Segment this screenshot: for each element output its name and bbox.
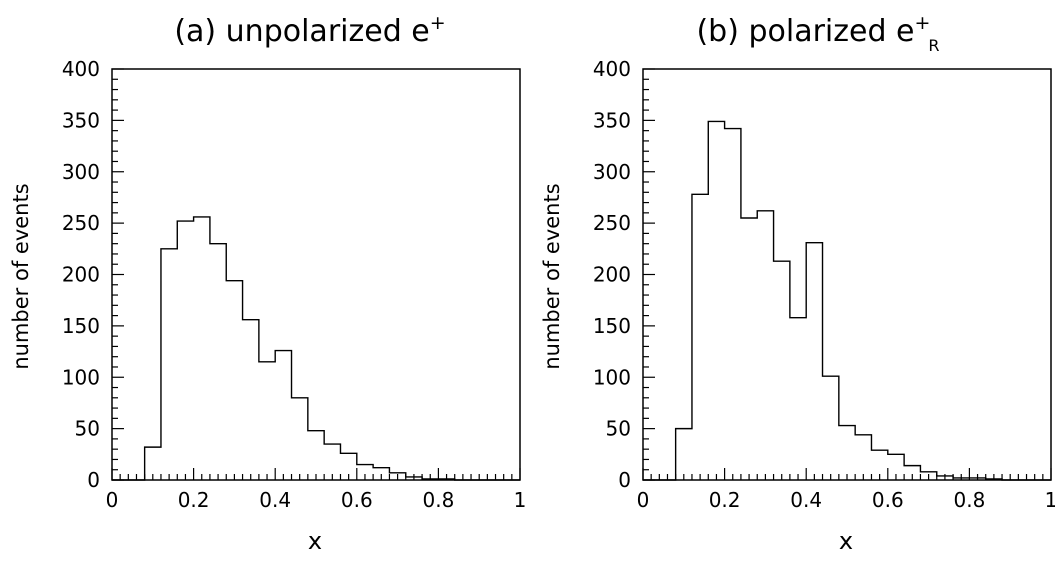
histogram-bin [676, 429, 692, 480]
chart-title-text: (a) unpolarized e [174, 14, 429, 49]
histogram-bin [259, 362, 275, 480]
histogram-bin [292, 398, 308, 480]
histogram-bin [308, 431, 324, 480]
y-axis-label: number of events [540, 183, 564, 369]
y-tick-label: 400 [593, 57, 631, 81]
title-superscript: + [430, 12, 446, 34]
histogram-bin [920, 472, 936, 480]
x-tick-label: 0 [637, 488, 650, 512]
histogram-bin [422, 479, 438, 480]
histogram-outline [643, 120, 1051, 481]
histogram-bin [210, 244, 226, 480]
histogram-bin [406, 477, 422, 480]
title-subscript: R [928, 36, 939, 55]
histogram-bin [145, 447, 161, 480]
histogram-bin [692, 194, 708, 480]
x-tick-label: 0.2 [178, 488, 210, 512]
chart-title-text: (b) polarized e [696, 14, 914, 49]
histogram-bin [438, 479, 454, 480]
histogram-bin [161, 249, 177, 480]
x-tick-label: 0.8 [422, 488, 454, 512]
y-tick-label: 150 [62, 314, 100, 338]
y-tick-label: 100 [593, 365, 631, 389]
histogram-bin [823, 376, 839, 480]
histogram-bin [969, 478, 985, 480]
x-tick-label: 0.8 [953, 488, 985, 512]
y-tick-label: 350 [593, 108, 631, 132]
x-tick-label: 0.6 [341, 488, 373, 512]
x-tick-label: 0.4 [259, 488, 291, 512]
histogram-bin [953, 478, 969, 480]
y-tick-label: 350 [62, 108, 100, 132]
y-tick-label: 0 [618, 468, 631, 492]
x-tick-label: 0 [106, 488, 119, 512]
y-tick-label: 300 [593, 160, 631, 184]
chart-panel-b: (b) polarized e+ R 0 50 100 150 200 250 300 350 40… [540, 12, 1055, 555]
histogram-bin [774, 261, 790, 480]
histogram-bin [757, 211, 773, 480]
histogram-bin [340, 453, 356, 480]
x-axis-label: x [308, 527, 322, 555]
x-tick-label: 1 [1045, 488, 1055, 512]
x-tick-label: 1 [514, 488, 527, 512]
histogram-bin [839, 426, 855, 480]
x-tick-label: 0.6 [872, 488, 904, 512]
histogram-bin [986, 479, 1002, 480]
histogram-bin [708, 121, 724, 480]
histogram-bin [725, 129, 741, 480]
y-tick-label: 50 [606, 417, 631, 441]
y-tick-label: 300 [62, 160, 100, 184]
y-tick-label: 400 [62, 57, 100, 81]
histogram-bin [226, 281, 242, 480]
histogram-bin [790, 318, 806, 480]
x-tick-label: 0.4 [790, 488, 822, 512]
histogram-bin [937, 476, 953, 480]
y-tick-label: 150 [593, 314, 631, 338]
histogram-bin [243, 320, 259, 480]
y-tick-label: 0 [87, 468, 100, 492]
chart-panel-a: (a) unpolarized e+0501001502002503003504… [9, 12, 526, 555]
y-tick-label: 250 [62, 211, 100, 235]
y-tick-label: 200 [593, 263, 631, 287]
y-tick-label: 250 [593, 211, 631, 235]
histogram-bin [904, 466, 920, 480]
histogram-bin [177, 221, 193, 480]
y-tick-label: 100 [62, 365, 100, 389]
histogram-outline [112, 216, 520, 481]
histogram-bin [194, 217, 210, 480]
histogram-bin [806, 243, 822, 480]
histogram-bin [357, 465, 373, 480]
histogram-bin [389, 473, 405, 480]
histogram-bin [373, 468, 389, 480]
x-axis-label: x [839, 527, 853, 555]
histogram-bin [888, 454, 904, 480]
histogram-bin [741, 218, 757, 480]
histogram-bin [855, 435, 871, 480]
y-axis-label: number of events [9, 183, 33, 369]
chart-title: (a) unpolarized e+ [174, 12, 445, 49]
histogram-bin [324, 444, 340, 480]
y-tick-label: 200 [62, 263, 100, 287]
histogram-bin [275, 351, 291, 480]
histogram-bin [871, 450, 887, 480]
chart-title: (b) polarized e+ R [696, 12, 939, 55]
y-tick-label: 50 [75, 417, 100, 441]
x-tick-label: 0.2 [709, 488, 741, 512]
title-superscript: + [914, 12, 930, 34]
